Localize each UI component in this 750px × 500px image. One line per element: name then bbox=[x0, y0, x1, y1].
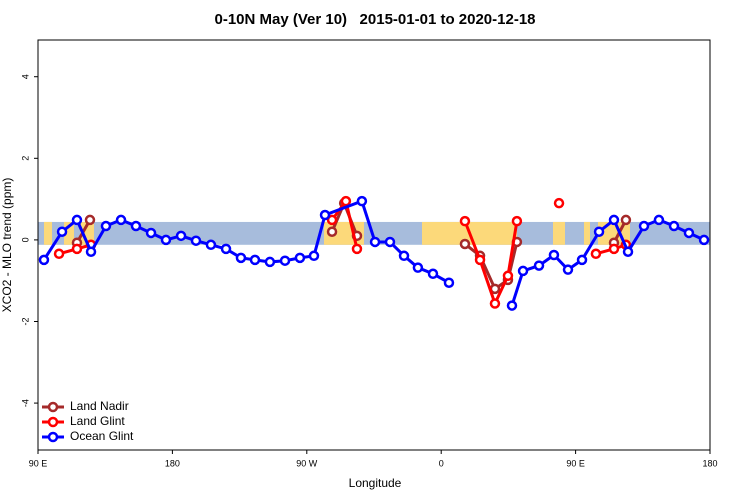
data-point bbox=[160, 234, 172, 246]
data-point bbox=[190, 235, 202, 246]
data-point bbox=[85, 246, 97, 257]
y-tick-label: 0 bbox=[20, 237, 30, 242]
data-point bbox=[71, 243, 83, 255]
data-point bbox=[620, 214, 632, 226]
data-point bbox=[443, 277, 455, 288]
land-shape bbox=[553, 221, 565, 245]
data-point bbox=[308, 250, 320, 262]
data-point bbox=[698, 234, 710, 246]
data-point bbox=[264, 256, 276, 268]
legend-marker bbox=[47, 401, 59, 413]
data-point bbox=[474, 254, 486, 266]
data-point bbox=[653, 214, 665, 226]
data-point bbox=[294, 252, 306, 264]
data-point bbox=[130, 220, 142, 232]
data-point bbox=[502, 270, 514, 282]
x-axis-label: Longitude bbox=[349, 476, 402, 490]
legend-marker bbox=[47, 416, 59, 428]
y-tick-label: 2 bbox=[20, 156, 30, 161]
chart-title: 0-10N May (Ver 10) 2015-01-01 to 2020-12… bbox=[214, 11, 535, 28]
data-point bbox=[562, 264, 574, 275]
data-point bbox=[84, 214, 96, 226]
data-point bbox=[220, 243, 232, 255]
data-point bbox=[590, 248, 602, 260]
land-shape bbox=[44, 221, 52, 245]
data-point bbox=[100, 220, 112, 232]
data-point bbox=[326, 226, 338, 237]
data-point bbox=[351, 243, 363, 255]
plot-frame bbox=[37, 39, 711, 451]
data-point bbox=[427, 268, 439, 280]
y-tick-label: -2 bbox=[20, 317, 30, 325]
y-tick-label: -4 bbox=[20, 399, 30, 407]
data-point bbox=[638, 220, 650, 232]
data-point bbox=[608, 243, 620, 255]
legend-label: Land Glint bbox=[70, 414, 125, 428]
data-point bbox=[71, 214, 83, 226]
land-shape bbox=[64, 221, 74, 245]
land-shape bbox=[80, 221, 94, 245]
map-band bbox=[38, 221, 710, 245]
x-tick-label: 90 W bbox=[296, 458, 318, 468]
data-point bbox=[356, 195, 368, 207]
x-tick-label: 180 bbox=[165, 458, 180, 468]
ocean-band bbox=[38, 221, 710, 245]
data-point bbox=[175, 230, 187, 242]
x-tick-label: 90 E bbox=[566, 458, 585, 468]
data-point bbox=[38, 254, 50, 266]
plot-area bbox=[38, 195, 710, 311]
data-point bbox=[115, 214, 127, 226]
data-point bbox=[683, 227, 695, 239]
data-point bbox=[517, 265, 529, 277]
data-point bbox=[398, 250, 410, 262]
y-tick-label: 4 bbox=[20, 74, 30, 79]
data-point bbox=[553, 197, 565, 209]
y-axis-label: XCO2 - MLO trend (ppm) bbox=[0, 178, 14, 313]
data-point bbox=[489, 298, 501, 309]
series-line bbox=[75, 199, 628, 292]
data-point bbox=[622, 246, 634, 257]
data-point bbox=[249, 254, 261, 266]
x-tick-label: 180 bbox=[702, 458, 717, 468]
x-tick-label: 90 E bbox=[29, 458, 48, 468]
data-point bbox=[533, 260, 545, 271]
data-point bbox=[608, 214, 620, 226]
legend-label: Land Nadir bbox=[70, 399, 129, 413]
data-point bbox=[326, 214, 338, 226]
data-point bbox=[235, 252, 247, 264]
data-point bbox=[369, 236, 381, 248]
data-point bbox=[384, 236, 396, 248]
data-point bbox=[459, 215, 471, 227]
data-point bbox=[593, 226, 605, 237]
series-line bbox=[42, 199, 705, 307]
data-point bbox=[576, 254, 588, 266]
land-shape bbox=[584, 221, 590, 245]
data-point bbox=[412, 262, 424, 273]
legend-marker bbox=[47, 431, 59, 443]
x-tick-label: 0 bbox=[439, 458, 444, 468]
data-point bbox=[668, 220, 680, 232]
data-point bbox=[319, 209, 331, 221]
data-point bbox=[459, 238, 471, 250]
data-point bbox=[506, 300, 518, 311]
data-point bbox=[511, 215, 523, 227]
series-line bbox=[58, 197, 627, 308]
data-point bbox=[53, 248, 65, 260]
legend-label: Ocean Glint bbox=[70, 429, 134, 443]
data-point bbox=[56, 226, 68, 237]
data-point bbox=[340, 195, 352, 207]
data-point bbox=[145, 227, 157, 239]
data-point bbox=[548, 249, 560, 261]
data-point bbox=[205, 239, 217, 251]
data-point bbox=[279, 255, 291, 266]
